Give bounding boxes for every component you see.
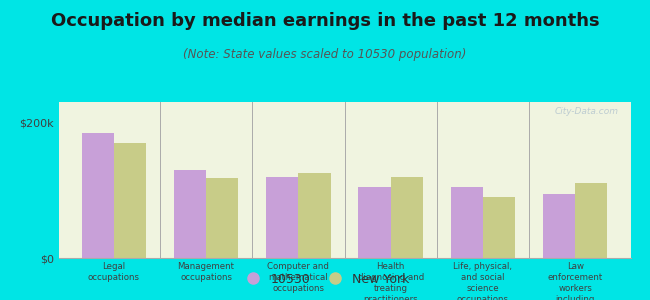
Text: City-Data.com: City-Data.com — [555, 107, 619, 116]
Bar — [450, 187, 483, 258]
Bar — [206, 178, 239, 258]
Bar — [114, 143, 146, 258]
Text: Occupation by median earnings in the past 12 months: Occupation by median earnings in the pas… — [51, 12, 599, 30]
Bar — [266, 177, 298, 258]
Legend: 10530, New York: 10530, New York — [235, 268, 415, 291]
Bar — [483, 197, 515, 258]
Bar — [543, 194, 575, 258]
Bar — [81, 133, 114, 258]
Bar — [298, 173, 331, 258]
Text: (Note: State values scaled to 10530 population): (Note: State values scaled to 10530 popu… — [183, 48, 467, 61]
Bar — [575, 183, 608, 258]
Bar — [358, 187, 391, 258]
Bar — [391, 177, 423, 258]
Bar — [174, 170, 206, 258]
